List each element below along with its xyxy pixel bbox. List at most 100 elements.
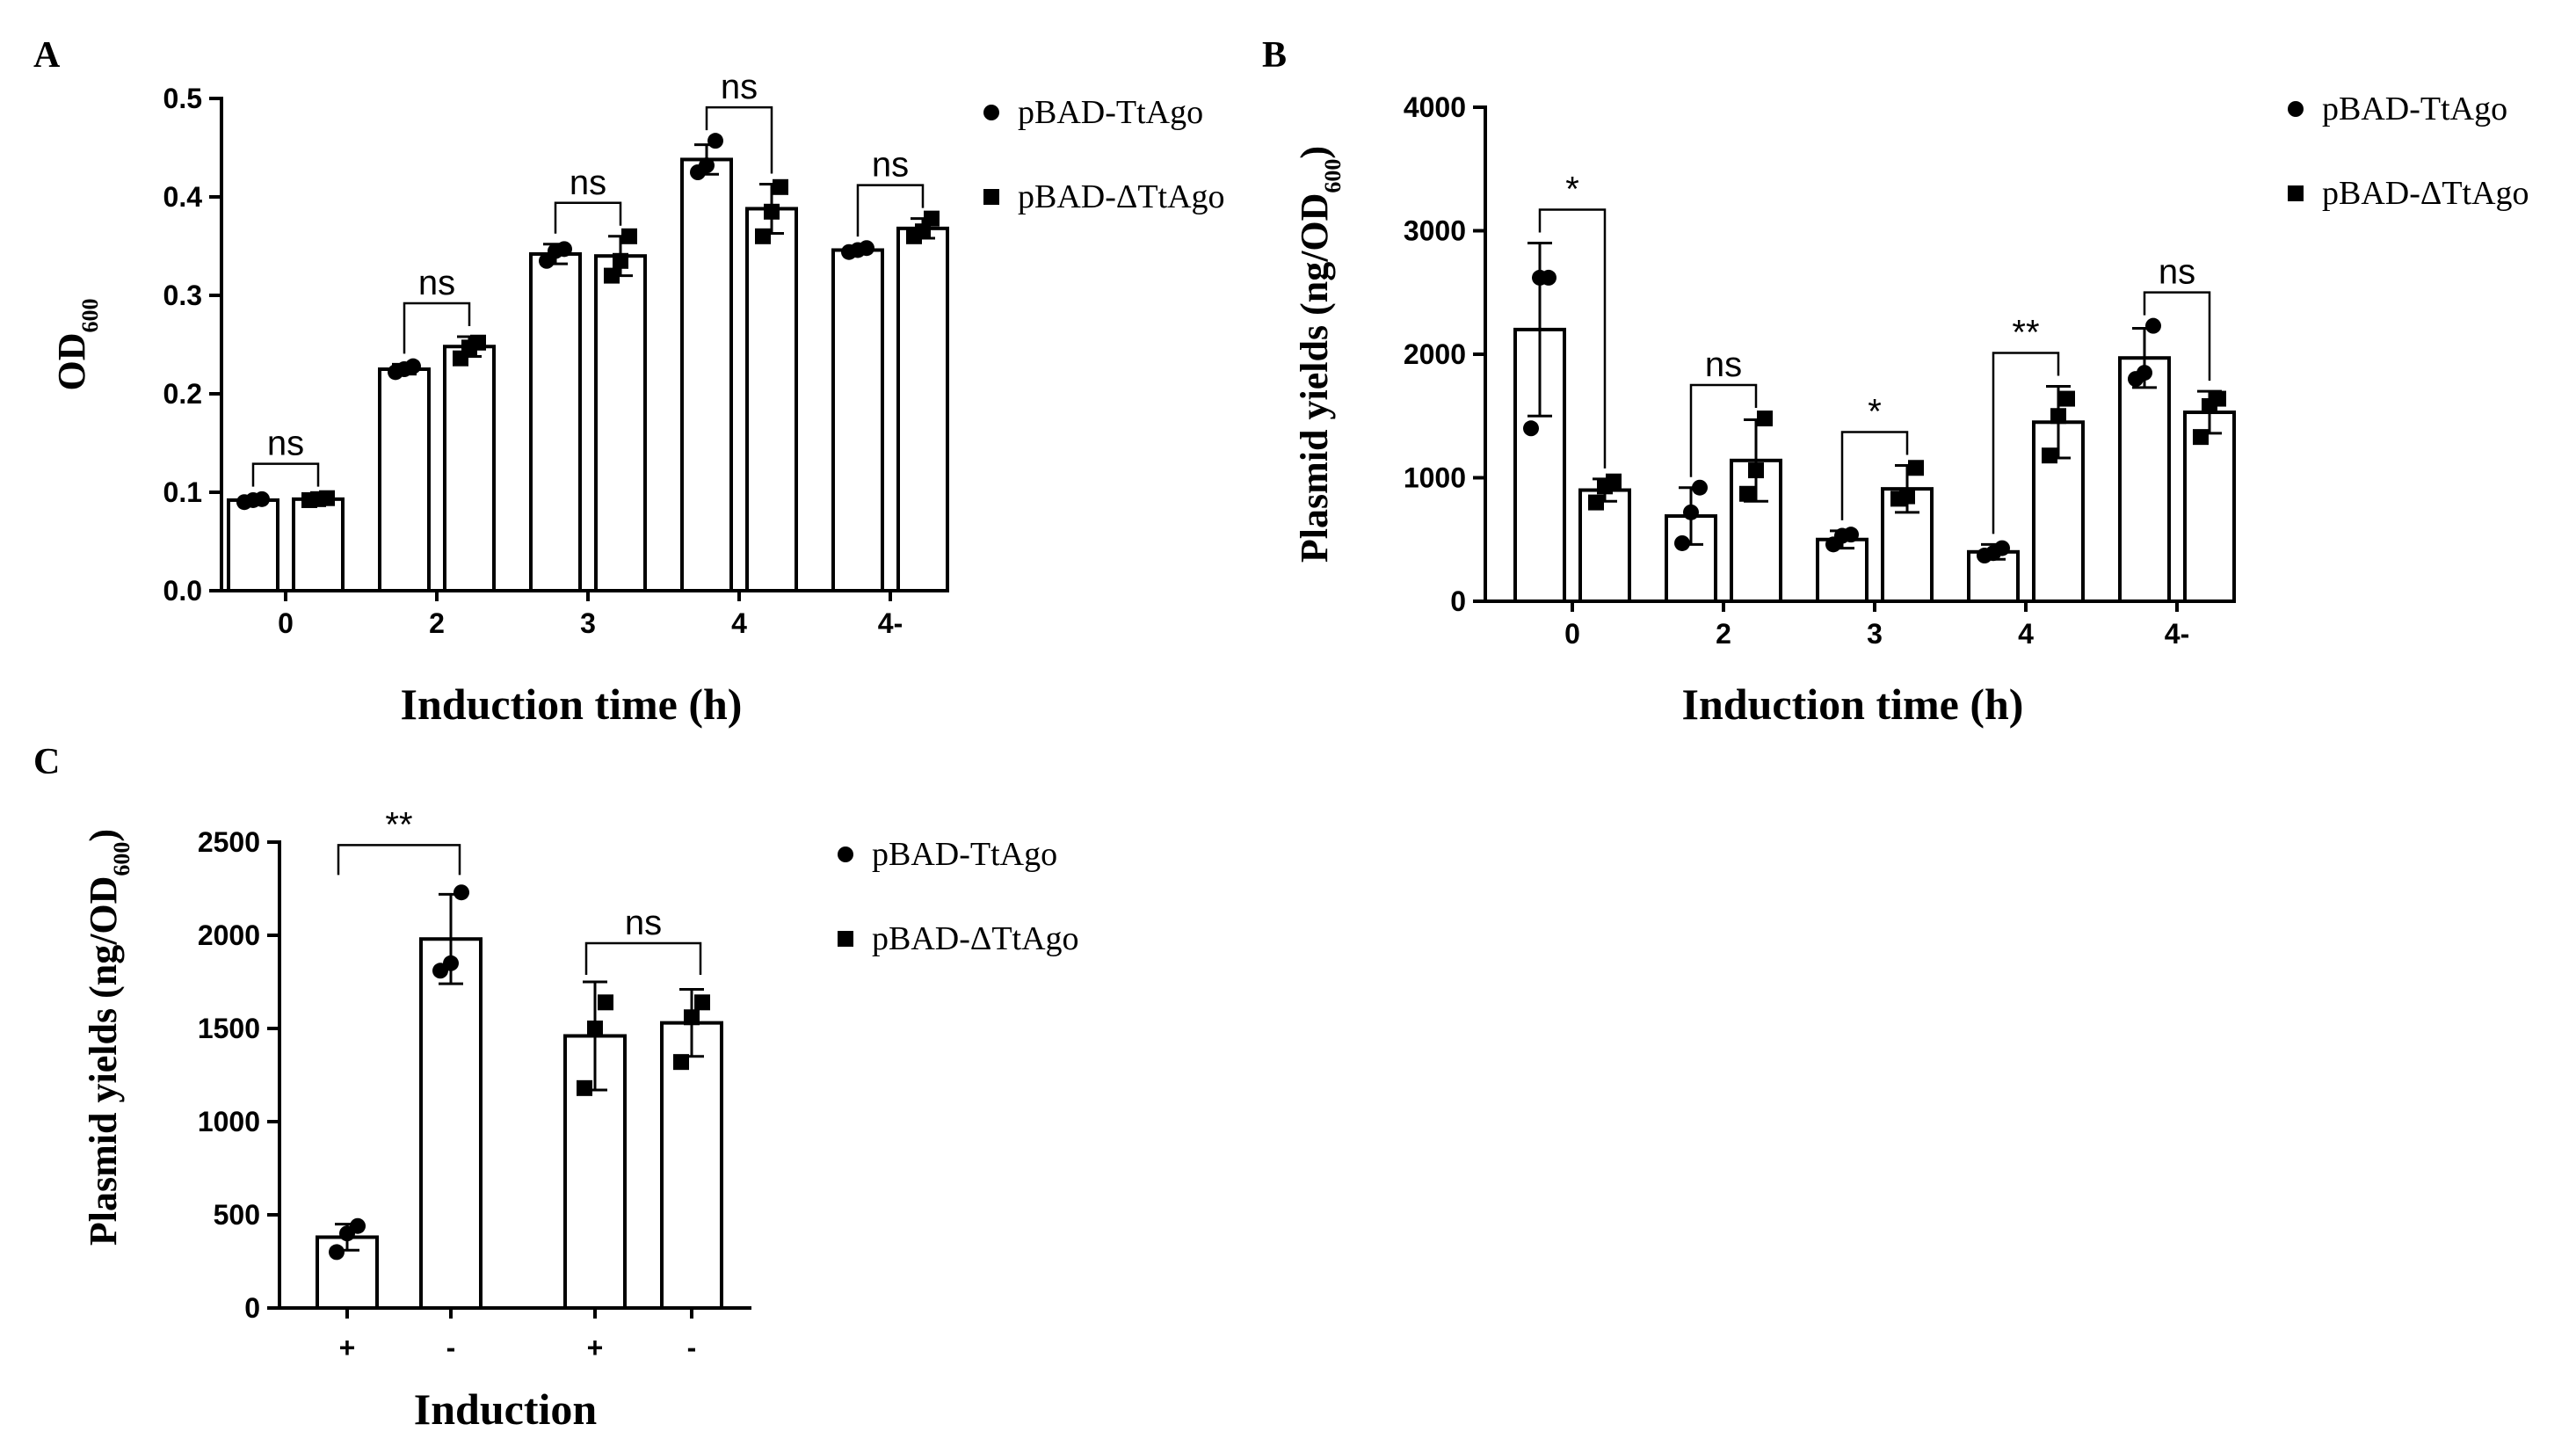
- bar-dttago-1: [443, 345, 496, 592]
- legend-label-dttago: pBAD-ΔTtAgo: [2322, 175, 2529, 212]
- significance-4-bracket: [2143, 291, 2211, 381]
- y-tick-label: 4000: [1404, 91, 1466, 123]
- point-1-2: [454, 884, 469, 901]
- panel-label: A: [33, 35, 61, 76]
- y-axis-label-end: ): [1293, 146, 1336, 159]
- y-tick-label: 1500: [198, 1013, 260, 1044]
- y-tick-label: 1000: [198, 1106, 260, 1137]
- x-tick-label: 4-: [878, 607, 903, 639]
- point-dttago-1-0: [1739, 485, 1755, 502]
- y-tick-label: 3000: [1404, 215, 1466, 247]
- legend-marker-ttago: [838, 847, 853, 862]
- bar-dttago-0: [292, 497, 345, 593]
- significance-0-label: ns: [267, 425, 304, 463]
- legend-marker-dttago: [838, 931, 853, 947]
- x-axis-label: Induction time (h): [401, 679, 743, 729]
- point-dttago-4-2: [2210, 390, 2226, 407]
- bar-dttago-0: [1578, 488, 1631, 603]
- significance-1-bracket: [584, 941, 702, 975]
- y-tick-label: 2000: [198, 919, 260, 951]
- point-dttago-4-2: [924, 210, 940, 227]
- y-axis-label-subscript: 600: [1320, 159, 1346, 193]
- point-dttago-4-0: [2193, 429, 2209, 446]
- panel-c: C + - + - ** ns 0 500 1000 1500 2000 2500 Plasmid yie…: [33, 742, 1079, 1434]
- y-tick-label: 0.3: [163, 280, 202, 311]
- point-ttago-1-2: [405, 358, 421, 374]
- y-tick-label: 0.5: [163, 83, 202, 114]
- bar-dttago-3: [745, 207, 798, 592]
- significance-0-bracket: [337, 844, 461, 876]
- y-axis-label-main: Plasmid yields (ng/OD: [1293, 193, 1336, 563]
- legend-label-ttago: pBAD-TtAgo: [872, 836, 1057, 873]
- legend-label-ttago: pBAD-TtAgo: [1018, 94, 1203, 131]
- panel-label: B: [1262, 35, 1287, 76]
- point-ttago-1-0: [1674, 534, 1690, 551]
- significance-0-bracket: [1538, 208, 1607, 469]
- point-dttago-0-0: [1588, 494, 1604, 511]
- point-dttago-2-1: [613, 252, 628, 269]
- significance-1-bracket: [403, 302, 471, 354]
- legend-marker-dttago: [2288, 185, 2304, 201]
- point-ttago-3-1: [699, 157, 715, 174]
- point-dttago-3-1: [2050, 408, 2066, 425]
- y-axis-label-main: OD: [50, 333, 93, 391]
- point-dttago-1-1: [1748, 462, 1764, 479]
- bar-dttago-4: [2183, 411, 2236, 603]
- significance-1-bracket: [1689, 383, 1758, 477]
- y-tick-label: 1000: [1404, 462, 1466, 494]
- y-tick-label: 0: [244, 1292, 260, 1324]
- point-ttago-2-2: [556, 241, 572, 258]
- point-dttago-0-2: [1606, 473, 1622, 490]
- point-2-0: [577, 1079, 592, 1096]
- panel-b: B 0 * 2 ns 3 * 4 ** 4- ns 0 1000 2000 3000 4000 Plasmid …: [1262, 35, 2529, 729]
- significance-4-label: ns: [872, 146, 909, 185]
- significance-1-label: ns: [625, 904, 662, 942]
- point-ttago-0-2: [254, 490, 270, 507]
- point-ttago-1-2: [1692, 479, 1708, 496]
- bar-ttago-2: [529, 251, 582, 592]
- point-1-1: [443, 955, 459, 971]
- point-ttago-2-2: [1843, 527, 1859, 543]
- bar-ttago-1: [378, 367, 431, 592]
- point-0-2: [350, 1217, 366, 1234]
- y-tick-label: 0.4: [163, 181, 203, 213]
- significance-2-bracket: [1840, 431, 1909, 520]
- y-tick-label: 0: [1450, 585, 1466, 617]
- bar-3: [660, 1021, 723, 1310]
- y-tick-label: 500: [214, 1199, 260, 1231]
- significance-0-bracket: [251, 462, 320, 487]
- panel-a: A 0 ns 2 ns 3 ns 4 ns 4- ns 0.0 0.1 0.2 0.3 0.4 0.5 OD600…: [33, 35, 1225, 729]
- y-axis-label: Plasmid yields (ng/OD600): [82, 829, 134, 1246]
- y-axis-label: Plasmid yields (ng/OD600): [1293, 146, 1346, 563]
- x-tick-label: -: [446, 1332, 456, 1363]
- significance-2-label: ns: [570, 163, 606, 202]
- bar-ttago-4: [831, 248, 884, 592]
- point-ttago-3-2: [707, 133, 723, 149]
- y-tick-label: 0.1: [163, 476, 202, 508]
- point-3-0: [673, 1054, 689, 1071]
- x-tick-label: -: [687, 1332, 697, 1363]
- x-axis-label: Induction: [414, 1384, 598, 1434]
- point-dttago-0-2: [319, 490, 335, 506]
- point-dttago-3-1: [764, 203, 780, 220]
- point-3-1: [684, 1009, 700, 1026]
- x-tick-label: 2: [429, 607, 445, 639]
- point-3-2: [694, 994, 710, 1011]
- x-tick-label: 4-: [2165, 618, 2189, 650]
- point-dttago-2-2: [621, 228, 637, 244]
- bar-dttago-2: [594, 254, 647, 592]
- legend-marker-ttago: [983, 105, 999, 120]
- point-ttago-1-1: [1683, 504, 1699, 520]
- bar-ttago-0: [227, 498, 279, 593]
- y-tick-label: 0.0: [163, 575, 202, 607]
- x-tick-label: 0: [1564, 618, 1580, 650]
- point-ttago-4-2: [859, 240, 874, 257]
- point-dttago-2-0: [604, 267, 620, 284]
- bar-ttago-4: [2118, 356, 2171, 603]
- significance-2-label: *: [1868, 392, 1882, 431]
- significance-4-label: ns: [2159, 253, 2195, 292]
- x-tick-label: 4: [2018, 618, 2034, 650]
- bar-1: [419, 937, 483, 1310]
- legend-label-dttago: pBAD-ΔTtAgo: [1018, 178, 1225, 215]
